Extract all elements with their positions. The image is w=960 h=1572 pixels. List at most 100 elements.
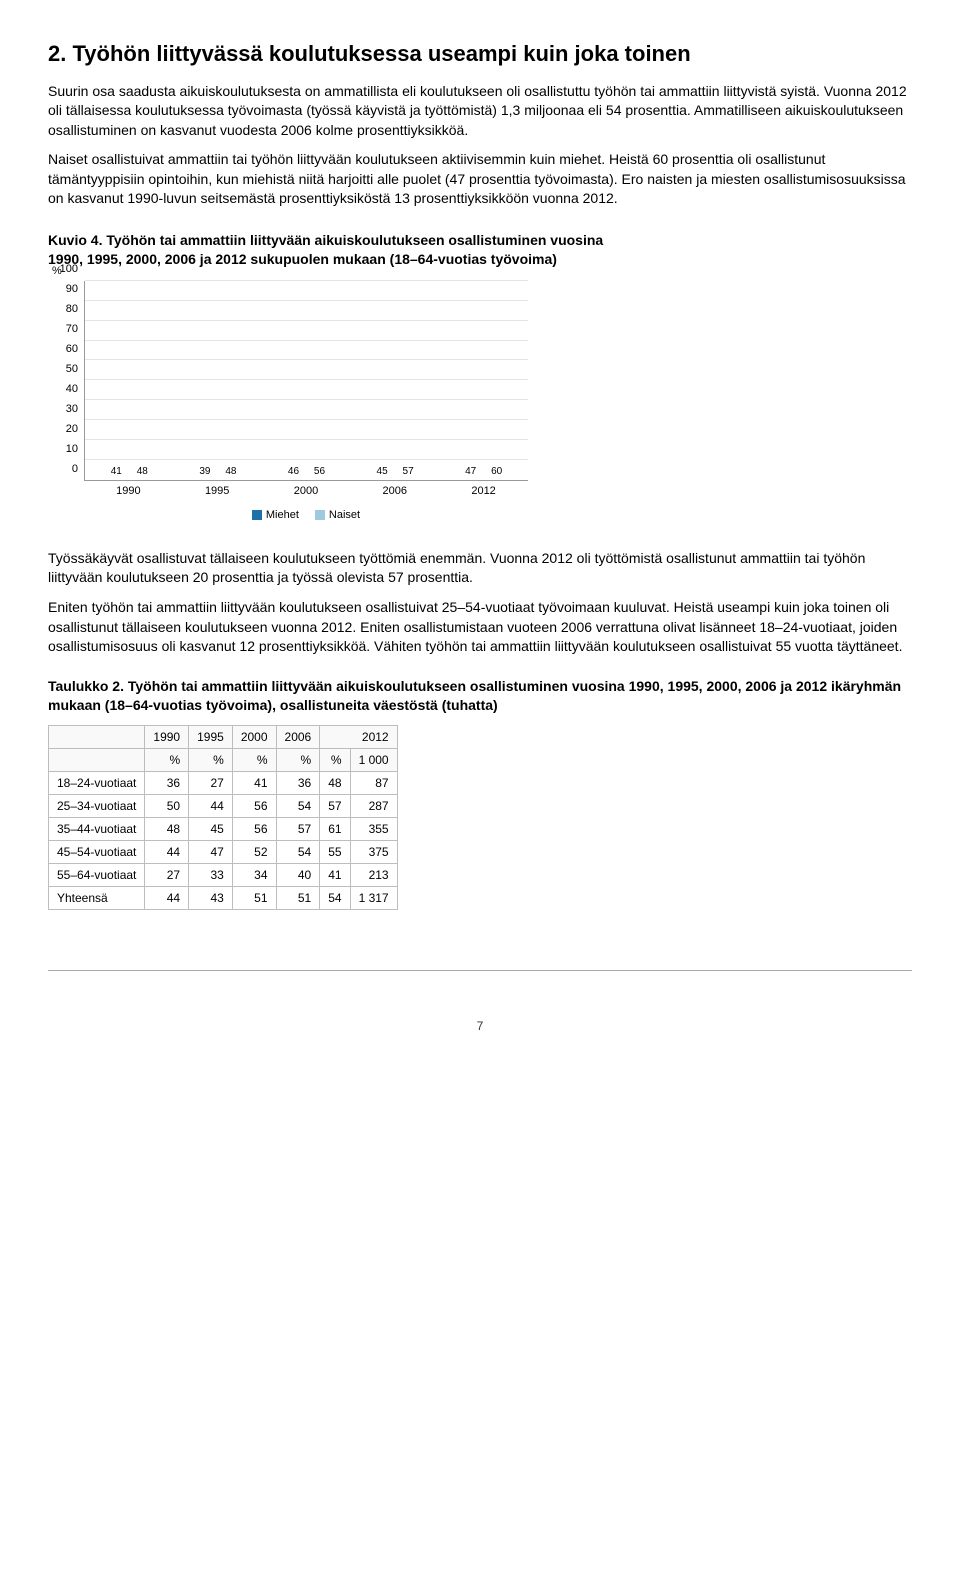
data-table: 1990 1995 2000 2006 2012 % % % % % 1 000…	[48, 725, 398, 910]
cell: 34	[232, 863, 276, 886]
x-label: 1990	[98, 485, 158, 497]
page-number: 7	[48, 1019, 912, 1033]
y-tick: 20	[66, 423, 78, 435]
bar-value: 47	[459, 466, 483, 477]
y-tick: 10	[66, 443, 78, 455]
cell: 44	[145, 840, 189, 863]
y-tick: 90	[66, 283, 78, 295]
cell: 287	[350, 794, 397, 817]
row-label: 35–44-vuotiaat	[49, 817, 145, 840]
y-tick: 0	[72, 463, 78, 475]
cell: 40	[276, 863, 320, 886]
cell: 43	[189, 886, 233, 909]
bar-value: 57	[396, 466, 420, 477]
cell: 87	[350, 771, 397, 794]
cell: 36	[145, 771, 189, 794]
unit-pct: %	[189, 748, 233, 771]
y-tick: 50	[66, 363, 78, 375]
cell: 27	[189, 771, 233, 794]
legend-men: Miehet	[252, 509, 299, 521]
bar-value: 48	[219, 466, 243, 477]
paragraph-2: Naiset osallistuivat ammattiin tai työhö…	[48, 150, 912, 209]
section-heading: 2. Työhön liittyvässä koulutuksessa usea…	[48, 40, 912, 68]
y-tick: 30	[66, 403, 78, 415]
legend-women: Naiset	[315, 509, 360, 521]
bar-value: 39	[193, 466, 217, 477]
cell: 355	[350, 817, 397, 840]
bar-value: 41	[104, 466, 128, 477]
chart-title: Kuvio 4. Työhön tai ammattiin liittyvään…	[48, 231, 608, 269]
cell: 57	[320, 794, 350, 817]
cell: 45	[189, 817, 233, 840]
y-tick: 80	[66, 303, 78, 315]
cell: 41	[232, 771, 276, 794]
bar-chart: % 0 10 20 30 40 50 60 70 80 90 100 41483…	[48, 281, 528, 521]
x-label: 2000	[276, 485, 336, 497]
y-tick: 100	[60, 263, 78, 275]
row-label: 55–64-vuotiaat	[49, 863, 145, 886]
unit-pct: %	[320, 748, 350, 771]
table-row: 25–34-vuotiaat5044565457287	[49, 794, 398, 817]
col-year: 2006	[276, 725, 320, 748]
bar-value: 60	[485, 466, 509, 477]
paragraph-4: Eniten työhön tai ammattiin liittyvään k…	[48, 598, 912, 657]
table-title: Taulukko 2. Työhön tai ammattiin liittyv…	[48, 677, 912, 715]
y-tick: 40	[66, 383, 78, 395]
table-row: 35–44-vuotiaat4845565761355	[49, 817, 398, 840]
table-row: Yhteensä44435151541 317	[49, 886, 398, 909]
unit-pct: %	[276, 748, 320, 771]
x-label: 2012	[454, 485, 514, 497]
bar-value: 48	[130, 466, 154, 477]
cell: 56	[232, 794, 276, 817]
x-label: 2006	[365, 485, 425, 497]
cell: 36	[276, 771, 320, 794]
cell: 48	[320, 771, 350, 794]
cell: 51	[232, 886, 276, 909]
unit-thousand: 1 000	[350, 748, 397, 771]
cell: 375	[350, 840, 397, 863]
paragraph-3: Työssäkäyvät osallistuvat tällaiseen kou…	[48, 549, 912, 588]
x-label: 1995	[187, 485, 247, 497]
legend-men-label: Miehet	[266, 509, 299, 521]
table-row: 18–24-vuotiaat362741364887	[49, 771, 398, 794]
row-label: Yhteensä	[49, 886, 145, 909]
legend-women-label: Naiset	[329, 509, 360, 521]
bar-value: 45	[370, 466, 394, 477]
cell: 1 317	[350, 886, 397, 909]
unit-pct: %	[232, 748, 276, 771]
row-label: 45–54-vuotiaat	[49, 840, 145, 863]
unit-pct: %	[145, 748, 189, 771]
cell: 41	[320, 863, 350, 886]
y-tick: 70	[66, 323, 78, 335]
col-year: 2000	[232, 725, 276, 748]
cell: 54	[276, 840, 320, 863]
cell: 44	[189, 794, 233, 817]
table-row: 45–54-vuotiaat4447525455375	[49, 840, 398, 863]
cell: 213	[350, 863, 397, 886]
cell: 55	[320, 840, 350, 863]
cell: 33	[189, 863, 233, 886]
row-label: 18–24-vuotiaat	[49, 771, 145, 794]
cell: 27	[145, 863, 189, 886]
row-label: 25–34-vuotiaat	[49, 794, 145, 817]
cell: 51	[276, 886, 320, 909]
cell: 48	[145, 817, 189, 840]
cell: 57	[276, 817, 320, 840]
footer-rule	[48, 970, 912, 971]
col-year: 2012	[320, 725, 397, 748]
cell: 52	[232, 840, 276, 863]
col-year: 1990	[145, 725, 189, 748]
cell: 61	[320, 817, 350, 840]
col-year: 1995	[189, 725, 233, 748]
cell: 54	[276, 794, 320, 817]
cell: 54	[320, 886, 350, 909]
table-row: 55–64-vuotiaat2733344041213	[49, 863, 398, 886]
cell: 44	[145, 886, 189, 909]
bar-value: 46	[281, 466, 305, 477]
y-tick: 60	[66, 343, 78, 355]
cell: 50	[145, 794, 189, 817]
paragraph-1: Suurin osa saadusta aikuiskoulutuksesta …	[48, 82, 912, 141]
cell: 56	[232, 817, 276, 840]
bar-value: 56	[307, 466, 331, 477]
cell: 47	[189, 840, 233, 863]
